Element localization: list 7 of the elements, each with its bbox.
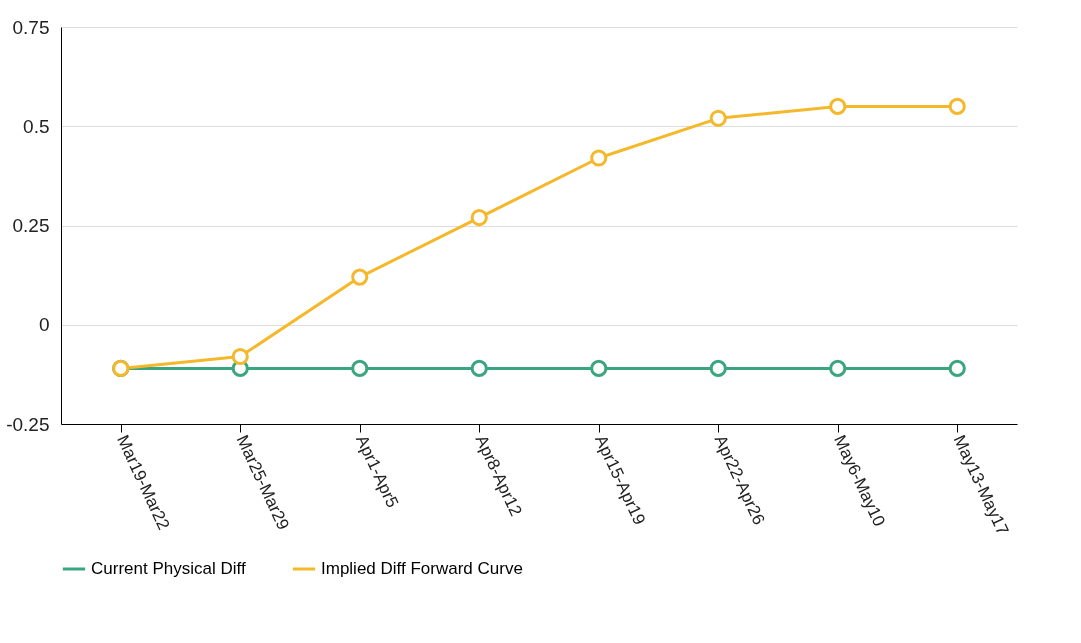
y-tick-label: 0.75	[12, 16, 50, 38]
legend-label: Implied Diff Forward Curve	[321, 559, 523, 578]
y-tick-label: 0	[38, 314, 50, 336]
y-tick-label: 0.25	[12, 215, 50, 236]
legend-label: Current Physical Diff	[91, 559, 246, 578]
y-tick-label: -0.25	[6, 413, 50, 435]
y-tick-label: 0.5	[23, 115, 50, 137]
